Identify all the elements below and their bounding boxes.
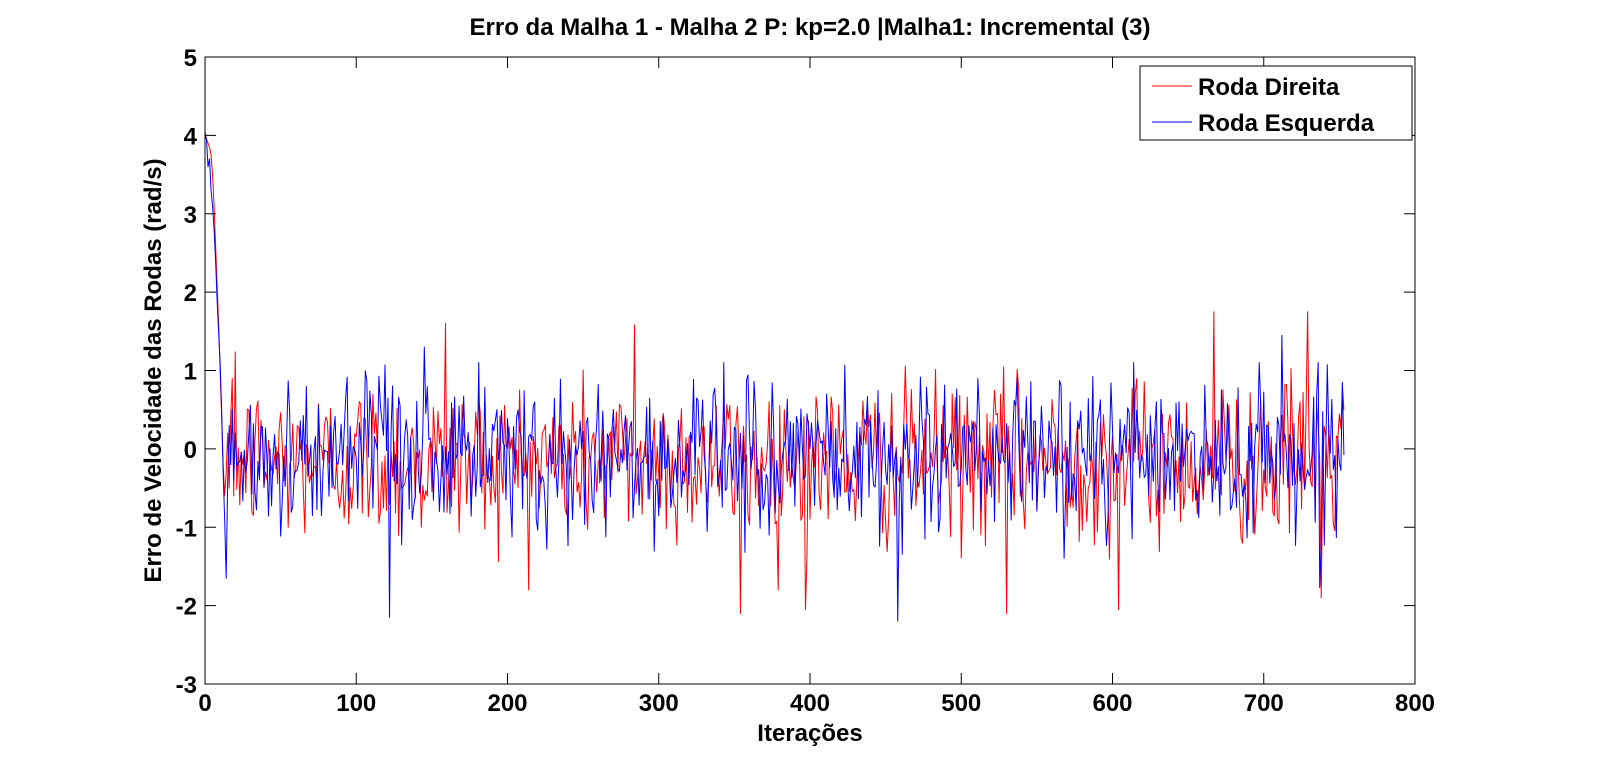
plot-area <box>205 57 1415 684</box>
y-tick-label: 0 <box>184 437 197 464</box>
series-line-1 <box>204 131 1345 614</box>
x-tick-label: 0 <box>198 690 211 717</box>
y-axis-label: Erro de Velocidade das Rodas (rad/s) <box>140 158 167 582</box>
y-tick-label: 4 <box>184 123 198 150</box>
legend: Roda Direita Roda Esquerda <box>1139 65 1413 141</box>
ticks-layer: 0 100 200 300 400 500 600 700 800 -3 -2 -1 0 1 2 3 4 5 <box>176 45 1435 717</box>
x-tick-label: 800 <box>1395 690 1435 717</box>
legend-label: Roda Esquerda <box>1198 110 1375 137</box>
x-axis-label: Iterações <box>757 720 862 747</box>
y-tick-label: -1 <box>176 515 197 542</box>
y-tick-label: 2 <box>184 280 197 307</box>
y-tick-label: -2 <box>176 594 197 621</box>
y-tick-label: 5 <box>184 45 197 72</box>
y-tick-label: -3 <box>176 672 197 699</box>
x-tick-label: 300 <box>639 690 679 717</box>
chart-title: Erro da Malha 1 - Malha 2 P: kp=2.0 |Mal… <box>470 14 1151 41</box>
series-layer <box>204 131 1345 622</box>
y-tick-label: 1 <box>184 359 197 386</box>
y-tick-label: 3 <box>184 202 197 229</box>
x-tick-label: 500 <box>941 690 981 717</box>
x-tick-label: 400 <box>790 690 830 717</box>
x-tick-label: 100 <box>336 690 376 717</box>
legend-box <box>1139 65 1413 141</box>
x-tick-label: 700 <box>1244 690 1284 717</box>
legend-label: Roda Direita <box>1198 74 1340 101</box>
series-line-2 <box>204 135 1345 622</box>
x-tick-label: 600 <box>1092 690 1132 717</box>
x-tick-label: 200 <box>487 690 527 717</box>
